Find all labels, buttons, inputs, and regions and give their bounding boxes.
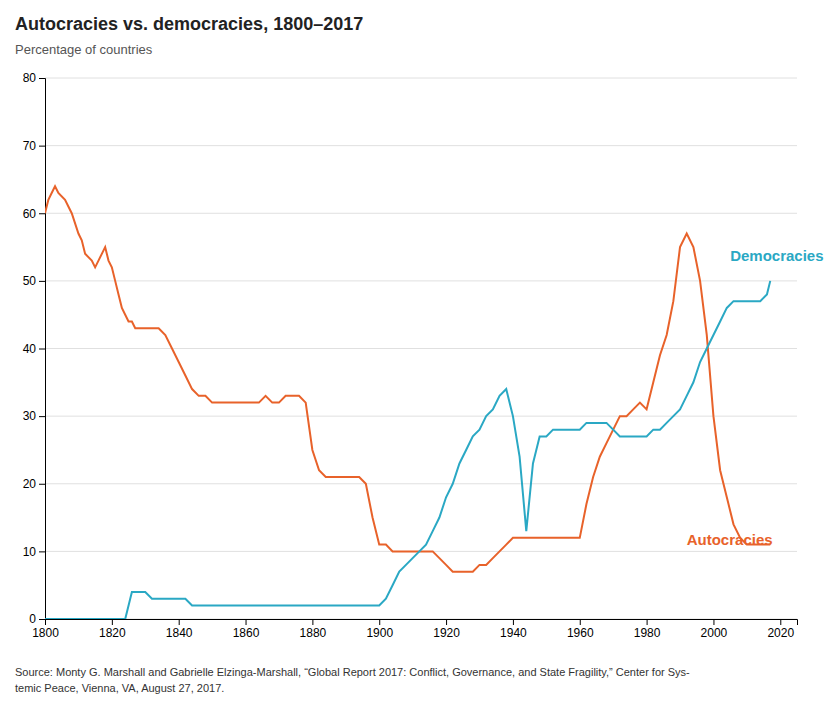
y-tick: 20 — [23, 477, 45, 491]
grid-line — [45, 416, 797, 417]
y-tick-mark — [39, 551, 45, 552]
y-tick-label: 40 — [23, 342, 37, 356]
y-tick-label: 0 — [29, 612, 36, 626]
y-tick: 0 — [29, 612, 45, 626]
x-tick-mark — [379, 619, 380, 625]
y-tick: 10 — [23, 545, 45, 559]
y-tick: 30 — [23, 409, 45, 423]
y-tick-label: 30 — [23, 409, 37, 423]
y-tick: 80 — [23, 71, 45, 85]
source-text: temic Peace, Vienna, VA, August 27, 2017… — [15, 682, 224, 694]
x-tick: 1900 — [366, 619, 393, 640]
chart: 1800 1820 1840 1860 1880 1900 1920 1940 1960 1980… — [0, 0, 827, 714]
x-tick-mark — [312, 619, 313, 625]
y-tick-mark — [39, 78, 45, 79]
x-tick: 1800 — [32, 619, 59, 640]
x-tick-label: 2020 — [767, 626, 794, 640]
y-axis: 0 10 20 30 40 50 60 70 80 — [23, 71, 46, 626]
y-tick-mark — [39, 484, 45, 485]
x-tick: 1860 — [233, 619, 260, 640]
x-tick: 2020 — [767, 619, 794, 640]
x-tick-label: 1920 — [433, 626, 460, 640]
series-line — [45, 281, 770, 619]
x-tick-mark — [580, 619, 581, 625]
plot-area — [45, 186, 770, 619]
y-tick-mark — [39, 619, 45, 620]
x-tick-label: 1820 — [99, 626, 126, 640]
grid-line — [45, 348, 797, 349]
y-tick-label: 80 — [23, 71, 37, 85]
x-tick-mark — [446, 619, 447, 625]
x-tick-mark — [713, 619, 714, 625]
x-tick: 2000 — [701, 619, 728, 640]
x-tick: 1880 — [300, 619, 327, 640]
x-tick-mark — [513, 619, 514, 625]
annotations: Democracies Autocracies — [687, 247, 824, 548]
x-tick-label: 1800 — [32, 626, 59, 640]
x-tick-label: 1900 — [366, 626, 393, 640]
x-tick-label: 1860 — [233, 626, 260, 640]
series-line — [45, 186, 770, 571]
x-tick: 1960 — [567, 619, 594, 640]
subtitle: Percentage of countries — [15, 42, 153, 57]
x-tick-label: 1880 — [300, 626, 327, 640]
annotation: Autocracies — [687, 531, 773, 548]
y-tick: 70 — [23, 139, 45, 153]
x-tick-label: 1940 — [500, 626, 527, 640]
x-tick-mark — [780, 619, 781, 625]
source-text: Source: Monty G. Marshall and Gabrielle … — [15, 666, 690, 678]
y-tick-label: 60 — [23, 207, 37, 221]
y-tick-label: 50 — [23, 274, 37, 288]
grid-line — [45, 280, 797, 281]
annotation: Democracies — [730, 247, 823, 264]
x-tick-label: 1840 — [166, 626, 193, 640]
grid — [45, 78, 797, 619]
x-tick: 1920 — [433, 619, 460, 640]
x-tick: 1940 — [500, 619, 527, 640]
y-tick: 50 — [23, 274, 45, 288]
y-tick-mark — [39, 281, 45, 282]
x-tick-label: 1980 — [634, 626, 661, 640]
x-tick-label: 1960 — [567, 626, 594, 640]
y-tick: 40 — [23, 342, 45, 356]
grid-line — [45, 213, 797, 214]
source: Source: Monty G. Marshall and Gabrielle … — [15, 666, 690, 694]
grid-line — [45, 145, 797, 146]
grid-line — [45, 78, 797, 79]
y-tick-mark — [39, 349, 45, 350]
y-axis-line — [39, 79, 46, 620]
y-tick-label: 20 — [23, 477, 37, 491]
x-tick-label: 2000 — [701, 626, 728, 640]
x-tick-mark — [647, 619, 648, 625]
y-tick: 60 — [23, 207, 45, 221]
title: Autocracies vs. democracies, 1800–2017 — [15, 14, 363, 34]
grid-line — [45, 483, 797, 484]
y-tick-mark — [39, 213, 45, 214]
y-tick-label: 70 — [23, 139, 37, 153]
y-tick-label: 10 — [23, 545, 37, 559]
x-tick: 1820 — [99, 619, 126, 640]
x-tick: 1840 — [166, 619, 193, 640]
x-axis-line — [46, 620, 798, 626]
x-axis: 1800 1820 1840 1860 1880 1900 1920 1940 1960 1980… — [32, 619, 797, 640]
x-tick-mark — [246, 619, 247, 625]
x-tick-mark — [112, 619, 113, 625]
y-tick-mark — [39, 146, 45, 147]
x-tick-mark — [179, 619, 180, 625]
y-tick-mark — [39, 416, 45, 417]
x-tick: 1980 — [634, 619, 661, 640]
